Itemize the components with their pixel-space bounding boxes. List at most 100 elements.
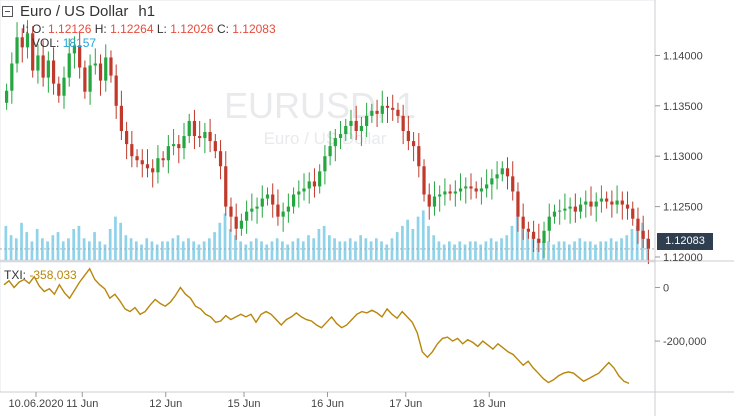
- candle-body: [511, 176, 515, 192]
- volume-bar: [61, 241, 65, 260]
- volume-bar: [218, 222, 222, 260]
- collapse-icon[interactable]: [2, 6, 13, 17]
- candle-body: [490, 178, 494, 185]
- candle-body: [558, 210, 562, 212]
- volume-bar: [421, 210, 425, 260]
- volume-bar: [322, 225, 326, 260]
- candle-body: [203, 132, 207, 139]
- candle-body: [208, 132, 212, 142]
- candle-body: [485, 184, 489, 189]
- volume-bar: [406, 219, 409, 260]
- candle-body: [385, 105, 390, 108]
- volume-bar: [494, 241, 498, 260]
- volume-bar: [646, 238, 649, 260]
- candle-body: [234, 216, 238, 229]
- volume-bar: [395, 232, 399, 260]
- candle-body: [542, 230, 546, 243]
- volume-bar: [20, 222, 23, 260]
- candle-body: [51, 60, 56, 84]
- candle-body: [83, 67, 87, 92]
- candle-body: [474, 188, 478, 192]
- interval-label[interactable]: h1: [138, 3, 156, 20]
- candle-body: [432, 196, 437, 207]
- volume-bar: [348, 238, 352, 260]
- candle-body: [135, 156, 139, 161]
- indicator-pane-border: [0, 261, 656, 393]
- candle-body: [380, 105, 384, 114]
- candle-body: [631, 208, 635, 219]
- volume-bar: [630, 229, 634, 260]
- candle-body: [250, 208, 254, 212]
- volume-bar: [192, 241, 196, 260]
- symbol-title: Euro / US Dollar: [20, 3, 129, 20]
- candle-body: [25, 33, 30, 48]
- candles: [5, 20, 650, 265]
- volume-bar: [87, 241, 91, 260]
- candle-body: [469, 186, 473, 189]
- volume-bar: [588, 241, 592, 260]
- volume-bar: [202, 241, 206, 260]
- candle-body: [505, 168, 510, 177]
- volume-bar: [161, 241, 164, 260]
- volume-bar: [521, 229, 524, 260]
- volume-bar: [458, 241, 462, 260]
- volume-bar: [296, 238, 300, 260]
- volume-bar: [390, 238, 394, 260]
- candle-body: [375, 110, 379, 114]
- open-value: 1.12126: [48, 22, 92, 36]
- time-tick-label: 17 Jun: [389, 398, 422, 410]
- volume-bar: [51, 235, 55, 260]
- volume-bar: [562, 241, 566, 260]
- volume-bar: [260, 241, 263, 260]
- volume-bar: [557, 241, 561, 260]
- candle-body: [114, 75, 118, 106]
- volume-bar: [547, 241, 550, 260]
- low-label: L:: [156, 22, 167, 36]
- candle-body: [636, 218, 640, 231]
- candle-body: [72, 45, 77, 54]
- volume-bar: [119, 222, 123, 260]
- candle-body: [218, 151, 223, 167]
- volume-bar: [93, 232, 96, 260]
- candle-body: [568, 206, 572, 209]
- volume-bar: [124, 235, 128, 260]
- candle-body: [547, 216, 551, 231]
- candle-body: [422, 166, 426, 195]
- volume-bar: [328, 235, 331, 260]
- volume-bar: [635, 225, 639, 260]
- volume-bar: [416, 216, 420, 260]
- volume-bar: [427, 225, 430, 260]
- volume-bar: [453, 244, 456, 260]
- candle-body: [20, 37, 24, 48]
- volume-bar: [541, 241, 545, 260]
- candle-body: [365, 115, 369, 126]
- volume-bar: [286, 244, 289, 260]
- candle-body: [171, 144, 176, 147]
- candle-body: [130, 144, 134, 157]
- candle-body: [109, 57, 113, 76]
- candle-body: [464, 186, 468, 189]
- candle-body: [67, 53, 71, 78]
- volume-bar: [578, 238, 582, 260]
- candle-body: [119, 105, 124, 132]
- volume-bars: [4, 210, 649, 260]
- candle-body: [224, 166, 228, 207]
- volume-label: VOL:: [32, 36, 60, 50]
- candle-body: [620, 200, 624, 205]
- volume-bar: [140, 244, 143, 260]
- candle-body: [537, 238, 541, 243]
- volume-bar: [463, 244, 467, 260]
- volume-bar: [583, 241, 587, 260]
- candle-body: [354, 120, 358, 132]
- candle-body: [271, 194, 275, 205]
- candle-body: [589, 201, 593, 207]
- candle-body: [417, 146, 421, 167]
- candle-body: [46, 60, 50, 78]
- candle-body: [359, 125, 364, 132]
- candle-body: [36, 55, 40, 71]
- volume-bar: [442, 244, 446, 260]
- candle-body: [646, 238, 650, 249]
- candle-body: [516, 191, 520, 217]
- candle-body: [312, 181, 317, 187]
